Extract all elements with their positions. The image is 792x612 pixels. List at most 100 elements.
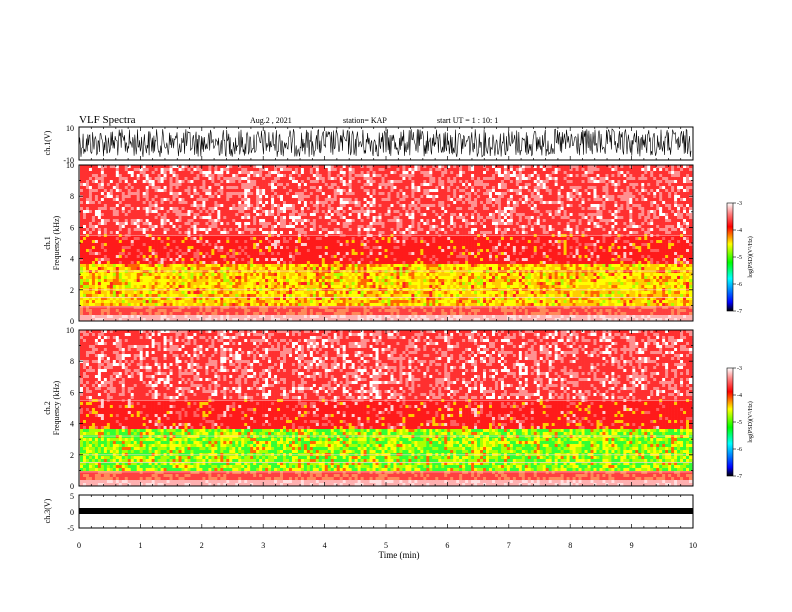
- spectrogram-cell: [288, 234, 293, 238]
- spectrogram-cell: [256, 198, 260, 202]
- spectrogram-cell: [169, 237, 173, 241]
- spectrogram-cell: [330, 255, 335, 259]
- spectrogram-cell: [333, 186, 338, 190]
- spectrogram-cell: [187, 291, 191, 295]
- spectrogram-cell: [106, 291, 111, 295]
- spectrogram-cell: [351, 303, 355, 307]
- spectrogram-cell: [339, 309, 344, 313]
- spectrogram-cell: [253, 273, 257, 277]
- spectrogram-cell: [220, 222, 224, 226]
- spectrogram-cell: [345, 240, 349, 244]
- spectrogram-cell: [121, 186, 126, 190]
- spectrogram-cell: [181, 258, 185, 262]
- spectrogram-cell: [274, 279, 278, 283]
- spectrogram-cell: [181, 219, 185, 223]
- spectrogram-cell: [291, 285, 296, 289]
- spectrogram-cell: [217, 207, 221, 211]
- spectrogram-cell: [202, 168, 206, 172]
- spectrogram-cell: [175, 186, 179, 190]
- spectrogram-cell: [115, 174, 120, 178]
- spectrogram-cell: [348, 174, 352, 178]
- spectrogram-cell: [280, 213, 284, 217]
- spectrogram-cell: [172, 183, 176, 187]
- spectrogram-cell: [324, 210, 329, 214]
- spectrogram-cell: [142, 273, 146, 277]
- spectrogram-cell: [256, 267, 260, 271]
- spectrogram-cell: [88, 291, 93, 295]
- spectrogram-cell: [244, 195, 248, 199]
- spectrogram-cell: [112, 237, 117, 241]
- spectrogram-cell: [136, 195, 141, 199]
- spectrogram-cell: [154, 297, 158, 301]
- spectrogram-cell: [130, 270, 135, 274]
- spectrogram-cell: [187, 255, 191, 259]
- spectrogram-cell: [262, 246, 266, 250]
- spectrogram-cell: [109, 291, 114, 295]
- spectrogram-cell: [181, 261, 185, 265]
- spectrogram-cell: [265, 315, 269, 319]
- spectrogram-cell: [187, 252, 191, 256]
- spectrogram-cell: [226, 315, 230, 319]
- spectrogram-cell: [145, 183, 149, 187]
- spectrogram-cell: [244, 303, 248, 307]
- spectrogram-cell: [82, 171, 87, 175]
- spectrogram-cell: [103, 285, 108, 289]
- spectrogram-cell: [315, 264, 320, 268]
- spectrogram-cell: [297, 306, 302, 310]
- spectrogram-cell: [121, 297, 126, 301]
- spectrogram-cell: [348, 210, 352, 214]
- spectrogram-cell: [315, 216, 320, 220]
- spectrogram-cell: [121, 183, 126, 187]
- spectrogram-cell: [127, 294, 132, 298]
- spectrogram-cell: [300, 213, 305, 217]
- spectrogram-cell: [193, 240, 197, 244]
- spectrogram-cell: [235, 297, 239, 301]
- spectrogram-cell: [199, 237, 203, 241]
- spectrogram-cell: [214, 264, 218, 268]
- spectrogram-cell: [211, 315, 215, 319]
- spectrogram-cell: [103, 228, 108, 232]
- spectrogram-cell: [256, 189, 260, 193]
- spectrogram-cell: [214, 213, 218, 217]
- spectrogram-cell: [348, 279, 352, 283]
- spectrogram-cell: [151, 168, 155, 172]
- spectrogram-cell: [151, 234, 155, 238]
- spectrogram-cell: [327, 177, 332, 181]
- spectrogram-cell: [103, 207, 108, 211]
- spectrogram-cell: [142, 234, 146, 238]
- spectrogram-cell: [130, 312, 135, 316]
- spectrogram-cell: [360, 186, 364, 190]
- spectrogram-cell: [124, 285, 129, 289]
- spectrogram-cell: [106, 273, 111, 277]
- spectrogram-cell: [312, 192, 317, 196]
- spectrogram-cell: [94, 294, 99, 298]
- spectrogram-cell: [363, 267, 367, 271]
- spectrogram-cell: [253, 213, 257, 217]
- spectrogram-cell: [285, 204, 290, 208]
- spectrogram-cell: [169, 264, 173, 268]
- spectrogram-cell: [142, 168, 146, 172]
- spectrogram-cell: [288, 255, 293, 259]
- spectrogram-cell: [211, 318, 215, 322]
- spectrogram-cell: [80, 261, 84, 265]
- spectrogram-cell: [220, 240, 224, 244]
- spectrogram-cell: [354, 201, 358, 205]
- spectrogram-cell: [259, 204, 263, 208]
- spectrogram-cell: [280, 249, 284, 253]
- spectrogram-cell: [271, 303, 275, 307]
- spectrogram-cell: [181, 231, 185, 235]
- spectrogram-cell: [181, 279, 185, 283]
- spectrogram-cell: [115, 309, 120, 313]
- spectrogram-cell: [175, 183, 179, 187]
- spectrogram-cell: [247, 189, 251, 193]
- spectrogram-cell: [232, 273, 236, 277]
- spectrogram-cell: [268, 219, 272, 223]
- spectrogram-cell: [306, 309, 311, 313]
- spectrogram-cell: [288, 207, 293, 211]
- spectrogram-cell: [283, 291, 287, 295]
- spectrogram-cell: [211, 216, 215, 220]
- spectrogram-cell: [106, 186, 111, 190]
- spectrogram-cell: [142, 255, 146, 259]
- spectrogram-cell: [130, 219, 135, 223]
- spectrogram-cell: [127, 306, 132, 310]
